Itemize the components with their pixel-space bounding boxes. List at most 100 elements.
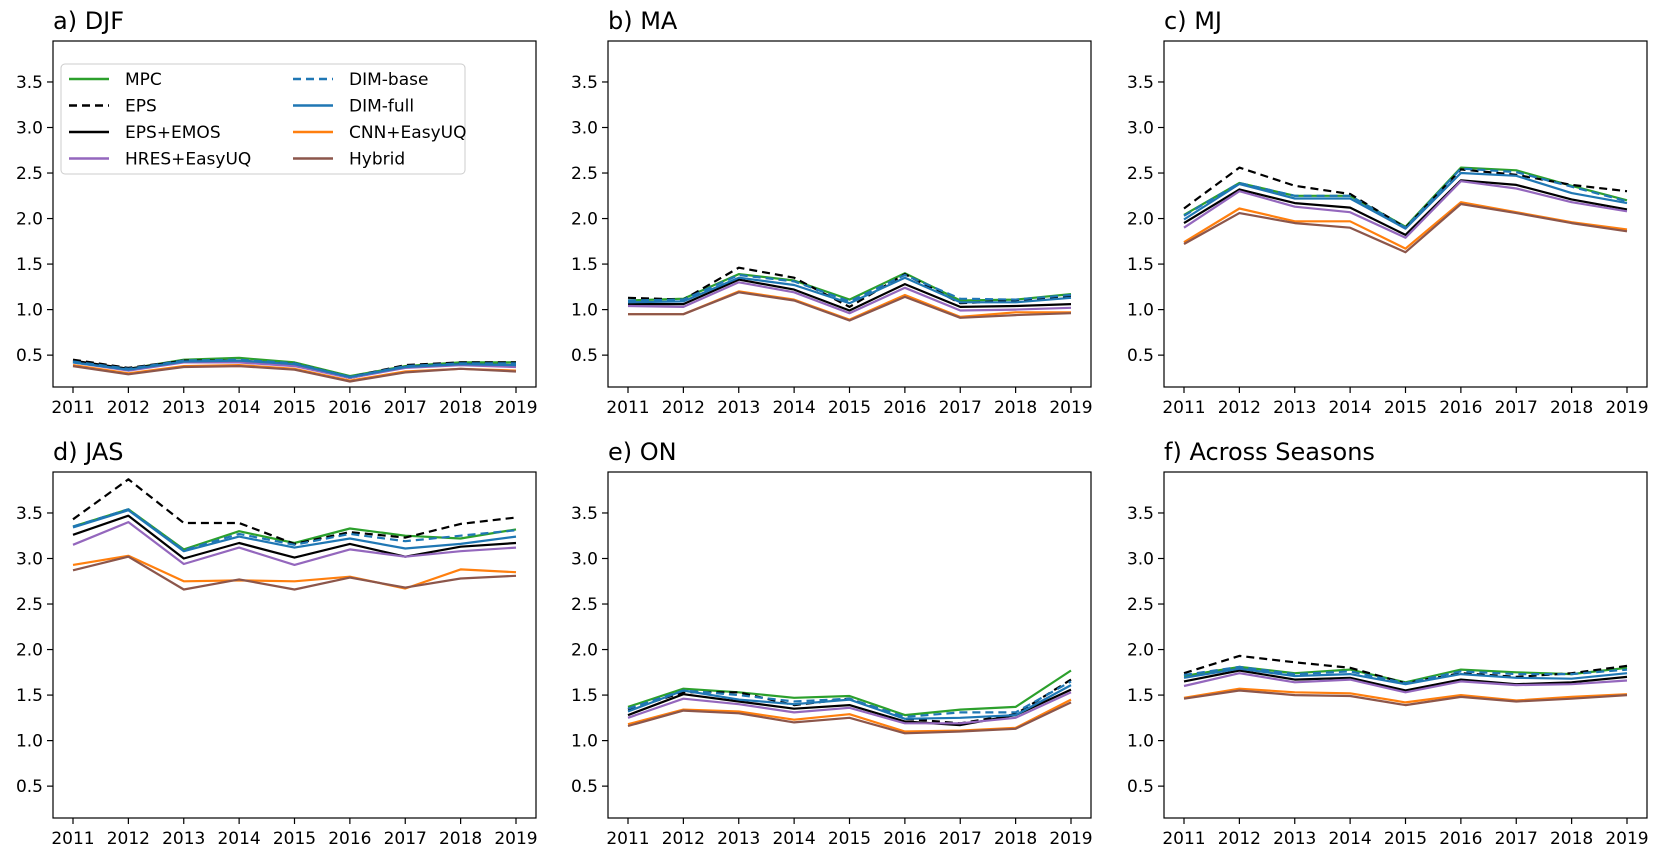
series-line-cnn-easyuq — [1183, 687, 1628, 704]
x-tick-label: 2017 — [1495, 398, 1538, 418]
series-line-hres-easyuq — [627, 691, 1072, 725]
y-tick-label: 2.0 — [16, 641, 43, 661]
y-tick-label: 1.0 — [16, 301, 43, 321]
y-tick-label: 2.0 — [16, 210, 43, 230]
y-tick-label: 1.5 — [571, 255, 598, 275]
x-tick-label: 2016 — [328, 398, 371, 418]
series-line-hybrid — [72, 365, 517, 383]
series-line-hybrid — [627, 701, 1072, 735]
x-tick-label: 2013 — [1273, 829, 1316, 849]
x-tick-label: 2017 — [384, 829, 427, 849]
y-tick-label: 3.5 — [16, 73, 43, 93]
legend-label: CNN+EasyUQ — [349, 123, 466, 143]
y-tick-label: 1.0 — [571, 732, 598, 752]
y-tick-label: 1.0 — [16, 732, 43, 752]
x-tick-label: 2015 — [273, 398, 316, 418]
x-tick-label: 2012 — [107, 829, 150, 849]
axes-frame — [607, 40, 1092, 388]
x-tick-label: 2011 — [1162, 398, 1205, 418]
x-tick-label: 2016 — [883, 398, 926, 418]
series-line-hybrid — [628, 291, 1072, 322]
y-tick-label: 3.5 — [1127, 504, 1154, 524]
axes-frame — [607, 471, 1092, 819]
panel-title: e) ON — [608, 438, 677, 466]
panel-title: f) Across Seasons — [1164, 438, 1375, 466]
series-line-hres-easyuq — [1183, 672, 1628, 694]
x-tick-label: 2016 — [1439, 398, 1482, 418]
y-tick-label: 1.5 — [16, 255, 43, 275]
panel-title: a) DJF — [53, 7, 124, 35]
y-tick-label: 1.5 — [1127, 255, 1154, 275]
legend-label: EPS+EMOS — [125, 123, 221, 143]
x-tick-label: 2017 — [1495, 829, 1538, 849]
legend: MPC EPS EPS+EMOS HRES+EasyUQ DIM-base DIM-ful… — [60, 63, 466, 175]
x-tick-label: 2014 — [772, 829, 815, 849]
x-tick-label: 2018 — [1550, 398, 1593, 418]
panel-4: d) JAS 0.5 1.0 1.5 2.0 2.5 3.0 3.5 2011 2012 2013 2… — [16, 438, 538, 849]
x-tick-label: 2011 — [1162, 829, 1205, 849]
series-line-eps-emos — [1183, 669, 1628, 692]
legend-label: Hybrid — [349, 150, 405, 170]
x-tick-label: 2017 — [939, 829, 982, 849]
series-line-dim-full — [627, 684, 1072, 720]
x-tick-label: 2012 — [107, 398, 150, 418]
series-line-dim-full — [72, 359, 517, 379]
series-line-eps-emos — [627, 688, 1072, 727]
series-line-eps — [72, 478, 517, 546]
y-tick-label: 3.5 — [16, 504, 43, 524]
y-tick-label: 3.0 — [16, 119, 43, 139]
legend-label: MPC — [125, 70, 162, 90]
series-line-hybrid — [72, 555, 517, 591]
y-tick-label: 0.5 — [1127, 346, 1154, 366]
panel-2: b) MA 0.5 1.0 1.5 2.0 2.5 3.0 3.5 2011 2012 2013 20… — [571, 7, 1093, 418]
x-tick-label: 2015 — [1384, 398, 1427, 418]
x-tick-label: 2018 — [439, 829, 482, 849]
x-tick-label: 2016 — [883, 829, 926, 849]
x-tick-label: 2018 — [994, 829, 1037, 849]
x-tick-label: 2019 — [494, 829, 537, 849]
x-tick-label: 2011 — [606, 829, 649, 849]
x-tick-label: 2019 — [1049, 829, 1092, 849]
x-tick-label: 2015 — [273, 829, 316, 849]
x-tick-label: 2014 — [1328, 829, 1371, 849]
y-tick-label: 2.0 — [571, 210, 598, 230]
x-tick-label: 2014 — [1328, 398, 1371, 418]
x-tick-label: 2019 — [1605, 829, 1648, 849]
x-tick-label: 2018 — [439, 398, 482, 418]
series-line-dim-full — [1183, 667, 1628, 686]
y-tick-label: 0.5 — [16, 346, 43, 366]
x-tick-label: 2012 — [662, 398, 705, 418]
y-tick-label: 3.0 — [1127, 550, 1154, 570]
x-tick-label: 2013 — [717, 398, 760, 418]
series-line-dim-full — [72, 509, 517, 553]
y-tick-label: 1.5 — [1127, 686, 1154, 706]
series-line-eps — [1183, 166, 1628, 229]
y-tick-label: 2.5 — [1127, 595, 1154, 615]
x-tick-label: 2014 — [217, 398, 260, 418]
x-tick-label: 2011 — [606, 398, 649, 418]
y-tick-label: 2.5 — [16, 164, 43, 184]
y-tick-label: 3.0 — [16, 550, 43, 570]
x-tick-label: 2016 — [1439, 829, 1482, 849]
y-tick-label: 0.5 — [571, 346, 598, 366]
panel-5: e) ON 0.5 1.0 1.5 2.0 2.5 3.0 3.5 2011 2012 2013 20… — [571, 438, 1093, 849]
y-tick-label: 2.5 — [571, 164, 598, 184]
x-tick-label: 2014 — [772, 398, 815, 418]
y-tick-label: 2.0 — [1127, 641, 1154, 661]
legend-box — [60, 63, 466, 175]
legend-label: DIM-full — [349, 97, 414, 117]
x-tick-label: 2013 — [717, 829, 760, 849]
legend-label: DIM-base — [349, 70, 428, 90]
x-tick-label: 2013 — [1273, 398, 1316, 418]
series-line-hres-easyuq — [72, 520, 517, 567]
y-tick-label: 1.0 — [1127, 301, 1154, 321]
x-tick-label: 2019 — [494, 398, 537, 418]
x-tick-label: 2018 — [1550, 829, 1593, 849]
panel-title: c) MJ — [1164, 7, 1222, 35]
x-tick-label: 2019 — [1605, 398, 1648, 418]
y-tick-label: 3.5 — [571, 73, 598, 93]
panel-title: d) JAS — [53, 438, 124, 466]
y-tick-label: 2.0 — [1127, 210, 1154, 230]
y-tick-label: 3.0 — [571, 550, 598, 570]
y-tick-label: 0.5 — [571, 777, 598, 797]
